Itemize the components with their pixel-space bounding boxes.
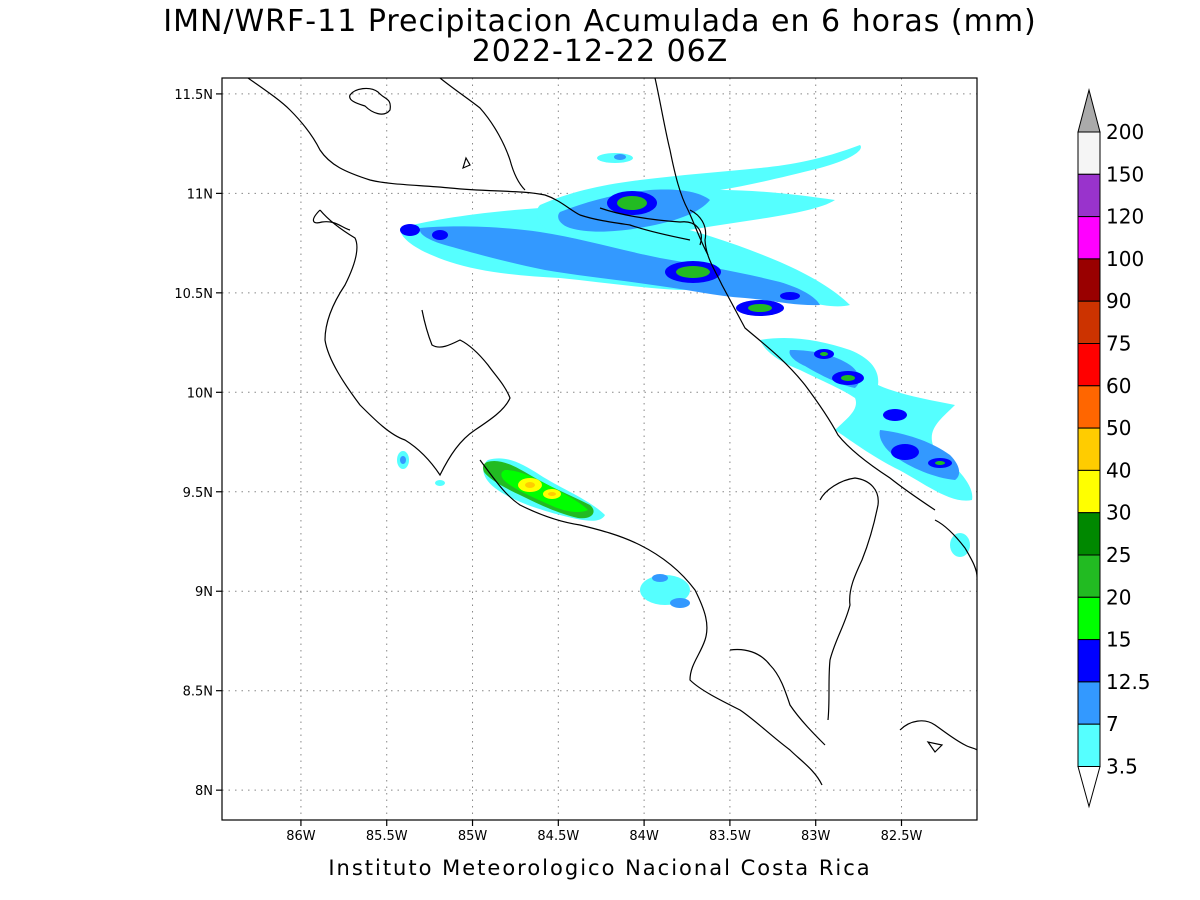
y-tick-label: 11.5N	[174, 88, 213, 103]
y-tick-label: 9N	[195, 585, 213, 600]
y-tick-label: 8N	[195, 784, 213, 799]
colorbar-label: 60	[1106, 374, 1131, 398]
x-tick-label: 85W	[458, 829, 488, 844]
colorbar-swatch	[1077, 681, 1101, 725]
y-tick-label: 11N	[187, 187, 213, 202]
colorbar-swatch	[1077, 258, 1101, 302]
colorbar-swatch	[1077, 469, 1101, 514]
colorbar-label: 120	[1106, 205, 1144, 229]
coastline-layer	[247, 78, 977, 786]
map-title: IMN/WRF-11 Precipitacion Acumulada en 6 …	[163, 4, 1037, 39]
x-tick-label: 84W	[629, 829, 659, 844]
y-tick-label: 8.5N	[183, 685, 213, 700]
precip-band-caribbean	[760, 338, 973, 557]
map-subtitle-date: 2022-12-22 06Z	[471, 34, 729, 69]
y-tick-label: 10.5N	[174, 287, 213, 302]
colorbar-swatch	[1077, 554, 1101, 598]
colorbar-swatch	[1077, 216, 1101, 260]
colorbar-label: 12.5	[1106, 670, 1151, 694]
colorbar-label: 50	[1106, 416, 1131, 440]
colorbar-label: 3.5	[1106, 755, 1138, 779]
colorbar-swatch	[1077, 723, 1101, 768]
precipitation-layer	[397, 145, 973, 608]
colorbar-label: 90	[1106, 289, 1131, 313]
colorbar-swatch	[1077, 343, 1101, 387]
y-tick-label: 9.5N	[183, 486, 213, 501]
precip-band-north	[400, 207, 850, 316]
colorbar-label: 150	[1106, 162, 1144, 186]
colorbar-label: 30	[1106, 501, 1131, 525]
colorbar-swatch	[1077, 639, 1101, 683]
y-tick-label: 10N	[187, 386, 213, 401]
colorbar-label: 20	[1106, 585, 1131, 609]
colorbar-swatch	[1077, 300, 1101, 345]
colorbar-swatch	[1077, 596, 1101, 641]
x-tick-label: 86W	[286, 829, 316, 844]
colorbar-label: 15	[1106, 628, 1131, 652]
colorbar-top-arrow	[1077, 88, 1101, 133]
precip-band-nicaragua	[536, 145, 861, 241]
axis-ticks: 86W 85.5W 85W 84.5W 84W 83.5W 83W 82.5W 11.5N 11N…	[174, 88, 922, 844]
colorbar-label: 25	[1106, 543, 1131, 567]
colorbar-legend: 200 150 120 100 90 75 60 50 40 30 25 20 15 12.5 7 3.5	[1077, 88, 1151, 809]
map-footer-credit: Instituto Meteorologico Nacional Costa R…	[328, 856, 872, 880]
colorbar-label: 100	[1106, 247, 1144, 271]
x-tick-label: 82.5W	[881, 829, 923, 844]
x-tick-label: 85.5W	[366, 829, 408, 844]
colorbar-swatch	[1077, 131, 1101, 175]
precip-band-pacific	[397, 451, 690, 608]
colorbar-label: 75	[1106, 332, 1131, 356]
colorbar-label: 7	[1106, 712, 1119, 736]
colorbar-label: 40	[1106, 458, 1131, 482]
colorbar-swatch	[1077, 512, 1101, 556]
colorbar-label: 200	[1106, 120, 1144, 144]
colorbar-bottom-arrow	[1077, 766, 1101, 809]
x-tick-label: 83W	[801, 829, 831, 844]
plot-frame	[221, 77, 978, 821]
colorbar-swatch	[1077, 173, 1101, 218]
x-tick-label: 84.5W	[537, 829, 579, 844]
x-tick-label: 83.5W	[709, 829, 751, 844]
colorbar-swatch	[1077, 427, 1101, 471]
colorbar-swatch	[1077, 385, 1101, 429]
